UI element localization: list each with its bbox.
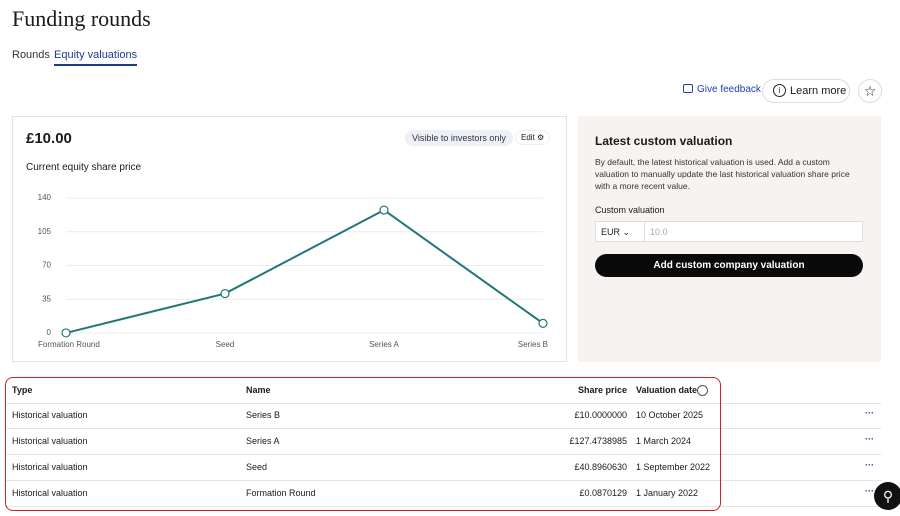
x-tick-label: Series B [518,340,548,349]
panel-title: Latest custom valuation [595,134,733,148]
point [379,205,389,215]
row-divider [5,428,881,429]
y-tick-label: 105 [38,227,52,236]
currency-text: EUR [601,227,621,237]
input-group: EUR ⌄ 10.0 [595,221,863,242]
learn-more-text: Learn more [790,85,847,97]
edit-text: Edit [521,133,535,142]
info-icon [697,385,708,396]
chart: 0 35 70 105 140 Formation Round Seed Series A Se… [38,193,548,349]
feedback-link[interactable]: Give feedback [697,84,761,95]
chart-card: £10.00 Visible to investors only Edit ⚙ … [12,116,567,362]
table-cell: £10.0000000 [574,410,627,420]
table-cell: Series B [246,410,281,420]
y-tick-label: 140 [38,193,52,202]
table-cell: Historical valuation [12,488,88,498]
custom-panel: Latest custom valuation By default, the … [578,116,881,362]
row-menu[interactable]: ··· [865,408,874,418]
x-tick-label: Series A [369,340,399,349]
point [220,288,230,299]
y-tick-label: 0 [47,328,52,337]
row-divider [5,480,881,481]
feedback-icon [683,84,693,93]
table-cell: Historical valuation [12,410,88,420]
table-cell: 1 March 2024 [636,436,692,446]
table-cell: Historical valuation [12,462,88,472]
line [65,208,544,334]
divider [644,222,645,241]
row-divider [5,454,881,455]
column-header: Name [246,385,271,395]
value-input[interactable]: 10.0 [650,227,668,237]
currency-select[interactable]: EUR ⌄ [601,227,631,237]
edit-button[interactable]: Edit ⚙ [515,130,551,145]
y-tick-label: 70 [42,261,51,270]
tab[interactable]: Rounds [12,49,50,61]
table-cell: Seed [246,462,268,472]
search-fab[interactable]: ⚲ [874,482,900,510]
table-cell: 1 January 2022 [636,488,699,498]
add-valuation-button[interactable]: Add custom company valuation [595,254,863,277]
x-tick-label: Formation Round [38,340,100,349]
x-tick-label: Seed [216,340,235,349]
price: £10.00 [26,130,72,147]
row-divider [5,506,881,507]
table-cell: Series A [246,436,280,446]
field-label: Custom valuation [595,205,665,215]
column-header: Valuation date [636,385,698,395]
point [61,328,71,338]
table-cell: 1 September 2022 [636,462,711,472]
tab-active[interactable]: Equity valuations [54,49,138,66]
point [538,318,548,328]
panel-description: By default, the latest historical valuat… [595,157,850,191]
table-cell: £40.8960630 [574,462,627,472]
column-header: Type [12,385,33,395]
row-menu[interactable]: ··· [865,486,874,496]
page-title: Funding rounds [12,6,151,31]
badge: Visible to investors only [405,130,513,146]
table-cell: £0.0870129 [579,488,627,498]
table-cell: £127.4738985 [569,436,627,446]
row-divider [5,403,881,404]
table-cell: Formation Round [246,488,316,498]
highlight-box [5,377,721,511]
chart-subtitle: Current equity share price [26,162,142,173]
y-tick-label: 35 [42,294,51,303]
table-cell: Historical valuation [12,436,88,446]
column-header: Share price [577,385,627,395]
row-menu[interactable]: ··· [865,460,874,470]
table-cell: 10 October 2025 [636,410,704,420]
learn-more-button[interactable]: i Learn more [762,79,850,103]
info-icon: i [773,84,786,97]
row-menu[interactable]: ··· [865,434,874,444]
star-button[interactable]: ☆ [858,79,882,103]
